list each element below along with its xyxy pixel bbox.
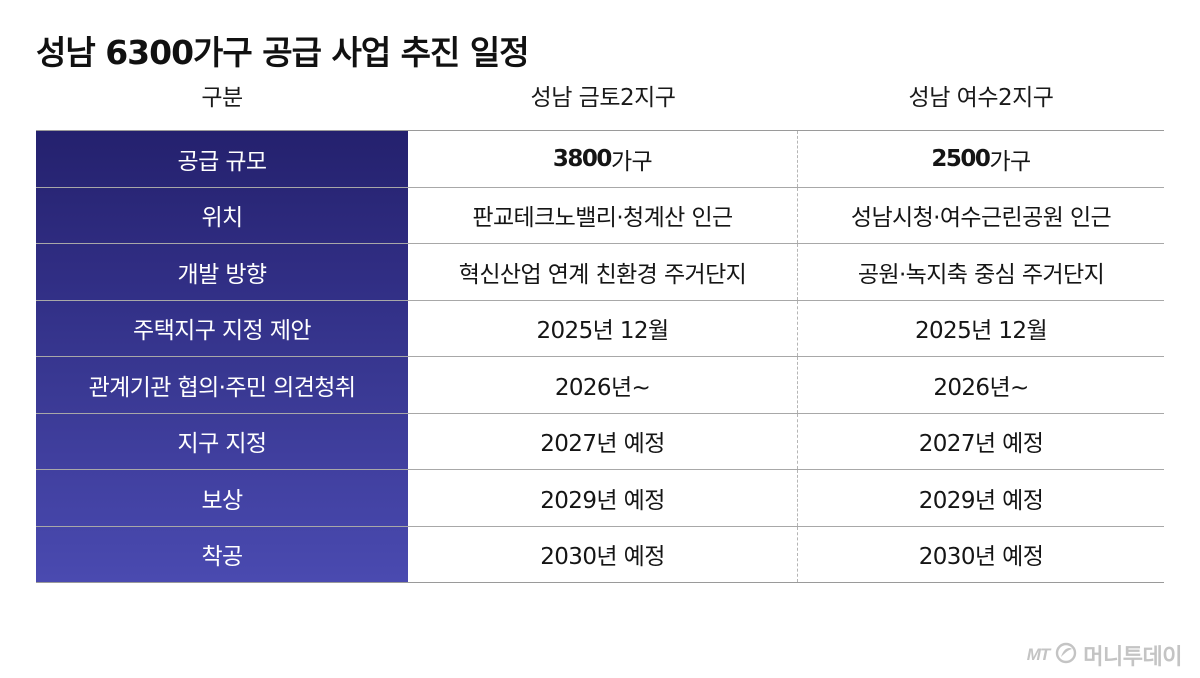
table-row: 주택지구 지정 제안 2025년 12월 2025년 12월 — [36, 300, 1164, 357]
table-row: 보상 2029년 예정 2029년 예정 — [36, 470, 1164, 527]
brand-mt-mark: MT — [1026, 645, 1051, 664]
yeosu-value: 2030년 예정 — [918, 544, 1044, 571]
geumto-value: 혁신산업 연계 친환경 주거단지 — [408, 244, 798, 300]
row-label: 주택지구 지정 제안 — [36, 300, 408, 356]
row-label: 지구 지정 — [36, 413, 408, 469]
geumto-supply-count: 3800 — [552, 145, 613, 172]
yeosu-value: 2027년 예정 — [918, 431, 1044, 458]
yeosu-value: 2026년~ — [933, 374, 1029, 401]
table-row: 공급 규모 3800 가구 2500 가구 — [36, 131, 1164, 188]
geumto-value: 판교테크노밸리·청계산 인근 — [408, 187, 798, 243]
yeosu-value: 공원·녹지축 중심 주거단지 — [857, 261, 1105, 288]
geumto-supply-unit: 가구 — [610, 148, 653, 175]
page-title: 성남 6300가구 공급 사업 추진 일정 — [36, 33, 530, 72]
geumto-value: 2027년 예정 — [408, 413, 798, 469]
yeosu-value: 2500 가구 — [798, 131, 1164, 187]
brand-logo: MT 머니투데이 — [1027, 640, 1182, 670]
geumto-value: 2025년 12월 — [408, 300, 798, 356]
row-label: 공급 규모 — [36, 131, 408, 187]
brand-name: 머니투데이 — [1083, 645, 1182, 670]
geumto-value: 2026년~ — [408, 357, 798, 413]
table-row: 위치 판교테크노밸리·청계산 인근 성남시청·여수근린공원 인근 — [36, 187, 1164, 244]
row-label: 착공 — [36, 526, 408, 582]
row-label: 개발 방향 — [36, 244, 408, 300]
table-row: 관계기관 협의·주민 의견청취 2026년~ 2026년~ — [36, 357, 1164, 414]
header-category: 구분 — [201, 85, 243, 111]
header-yeosu: 성남 여수2지구 — [908, 85, 1054, 111]
schedule-table: 공급 규모 3800 가구 2500 가구 위치 판교테크노밸리·청계산 인근 성남… — [36, 130, 1164, 583]
yeosu-value: 2029년 예정 — [918, 487, 1044, 514]
yeosu-value: 성남시청·여수근린공원 인근 — [850, 205, 1112, 232]
table-row: 지구 지정 2027년 예정 2027년 예정 — [36, 413, 1164, 470]
row-label: 관계기관 협의·주민 의견청취 — [36, 357, 408, 413]
geumto-value: 2030년 예정 — [408, 526, 798, 582]
leaf-circle-icon — [1055, 642, 1077, 668]
yeosu-supply-unit: 가구 — [989, 148, 1031, 175]
yeosu-value: 2025년 12월 — [914, 318, 1048, 345]
table-row: 착공 2030년 예정 2030년 예정 — [36, 526, 1164, 583]
geumto-value: 3800 가구 — [408, 131, 798, 187]
header-geumto: 성남 금토2지구 — [530, 85, 676, 111]
yeosu-supply-count: 2500 — [931, 145, 991, 172]
table-row: 개발 방향 혁신산업 연계 친환경 주거단지 공원·녹지축 중심 주거단지 — [36, 244, 1164, 301]
geumto-value: 2029년 예정 — [408, 470, 798, 526]
row-label: 보상 — [36, 470, 408, 526]
row-label: 위치 — [36, 187, 408, 243]
